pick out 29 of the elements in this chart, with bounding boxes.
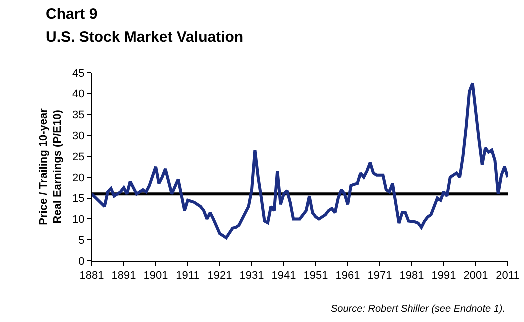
chart-subtitle: U.S. Stock Market Valuation xyxy=(46,29,244,46)
x-tick-label: 2001 xyxy=(464,270,488,282)
chart-title: Chart 9 xyxy=(46,6,98,23)
y-tick-label: 20 xyxy=(72,172,85,184)
x-tick-label: 1971 xyxy=(368,270,392,282)
x-tick-label: 1941 xyxy=(272,270,296,282)
y-tick-label: 45 xyxy=(72,68,85,80)
source-note: Source: Robert Shiller (see Endnote 1). xyxy=(331,304,506,315)
y-tick-label: 10 xyxy=(72,214,85,226)
y-tick-label: 40 xyxy=(72,88,85,101)
x-tick-label: 1901 xyxy=(144,270,168,282)
y-tick-label: 15 xyxy=(72,193,85,206)
x-tick-label: 1931 xyxy=(240,270,264,282)
x-tick-label: 1981 xyxy=(400,270,424,282)
y-axis-title: Price / Trailing 10-year Real Earnings (P/E10) xyxy=(38,108,64,226)
x-tick-label: 1951 xyxy=(304,270,328,282)
x-tick-label: 1991 xyxy=(432,270,456,282)
y-tick-label: 0 xyxy=(78,256,85,268)
line-series xyxy=(92,82,508,240)
y-tick-label: 25 xyxy=(72,151,85,164)
x-tick-label: 1891 xyxy=(112,270,136,282)
x-tick-label: 1911 xyxy=(176,270,200,282)
y-tick-label: 35 xyxy=(72,110,85,122)
y-tick-label: 5 xyxy=(78,234,85,247)
x-tick-label: 1921 xyxy=(208,270,232,282)
x-tick-label: 1881 xyxy=(80,270,104,282)
y-tick-label: 30 xyxy=(72,130,85,143)
x-tick-label: 2011 xyxy=(496,270,520,282)
x-tick-label: 1961 xyxy=(336,270,360,282)
